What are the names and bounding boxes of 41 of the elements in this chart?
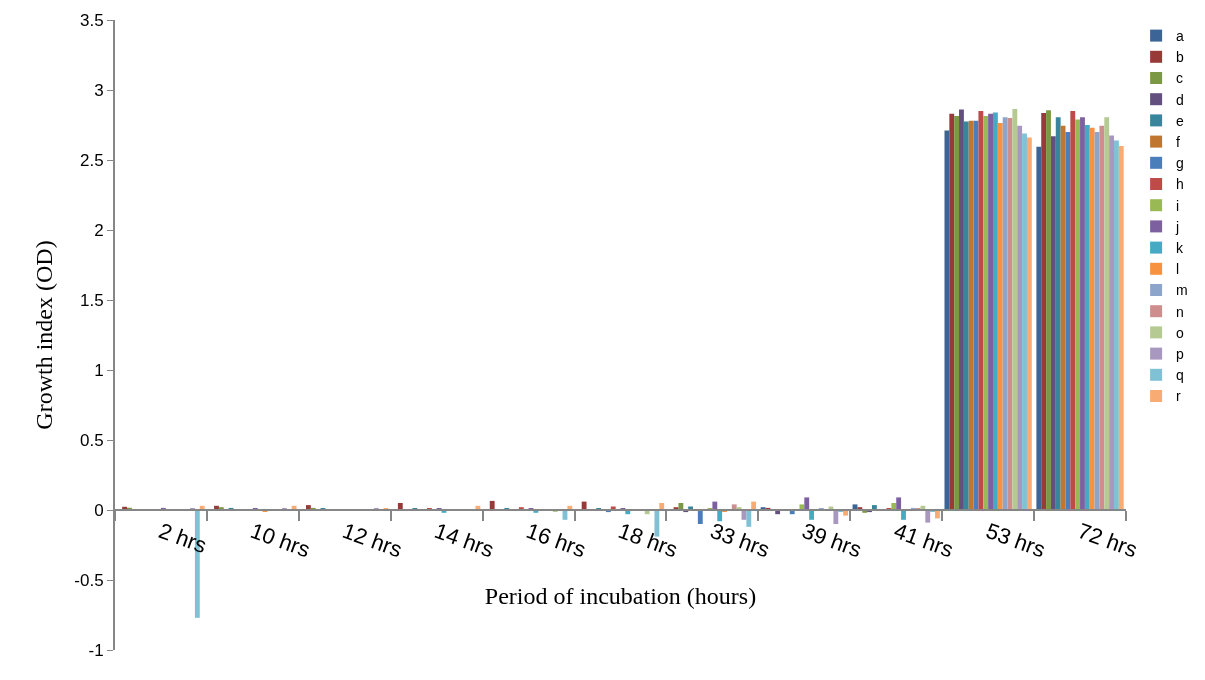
y-tick-label: 1.5: [79, 290, 104, 310]
x-tick-label: 41 hrs: [890, 517, 957, 563]
y-axis-title: Growth index (OD): [30, 240, 57, 430]
legend-label: n: [1176, 303, 1184, 320]
legend-label: i: [1176, 197, 1180, 214]
legend-label: m: [1176, 282, 1188, 299]
x-tick-label: 18 hrs: [615, 517, 682, 563]
x-tick-label: 2 hrs: [155, 517, 210, 559]
y-tick-label: -0.5: [74, 570, 104, 590]
legend-label: c: [1176, 70, 1184, 87]
legend-label: f: [1176, 134, 1181, 151]
y-tick-label: -1: [88, 640, 104, 660]
legend-label: k: [1176, 240, 1185, 257]
legend-label: j: [1175, 218, 1180, 235]
x-axis-title: Period of incubation (hours): [484, 583, 757, 610]
legend-label: a: [1176, 28, 1185, 45]
y-tick-label: 2: [94, 220, 104, 240]
legend-label: l: [1176, 261, 1180, 278]
y-tick-label: 2.5: [79, 150, 104, 170]
legend-label: r: [1176, 388, 1182, 405]
x-tick-label: 39 hrs: [798, 517, 865, 563]
x-tick-label: 72 hrs: [1074, 517, 1141, 563]
x-tick-label: 12 hrs: [339, 517, 406, 563]
x-tick-label: 53 hrs: [982, 517, 1049, 563]
legend-label: p: [1176, 346, 1185, 363]
y-tick-label: 3.5: [79, 10, 104, 30]
y-tick-label: 0: [94, 500, 104, 520]
x-tick-label: 10 hrs: [247, 517, 314, 563]
legend-label: q: [1176, 367, 1184, 384]
legend-label: g: [1176, 155, 1184, 172]
y-tick-label: 1: [94, 360, 104, 380]
y-tick-label: 3: [94, 80, 104, 100]
x-tick-label: 33 hrs: [706, 517, 773, 563]
legend-label: d: [1176, 91, 1184, 108]
x-tick-label: 16 hrs: [523, 517, 590, 563]
legend-label: e: [1176, 112, 1185, 129]
y-tick-label: 0.5: [79, 430, 104, 450]
x-tick-label: 14 hrs: [431, 517, 498, 563]
legend-label: h: [1176, 176, 1184, 193]
legend-label: o: [1176, 324, 1185, 341]
legend-label: b: [1176, 49, 1185, 66]
